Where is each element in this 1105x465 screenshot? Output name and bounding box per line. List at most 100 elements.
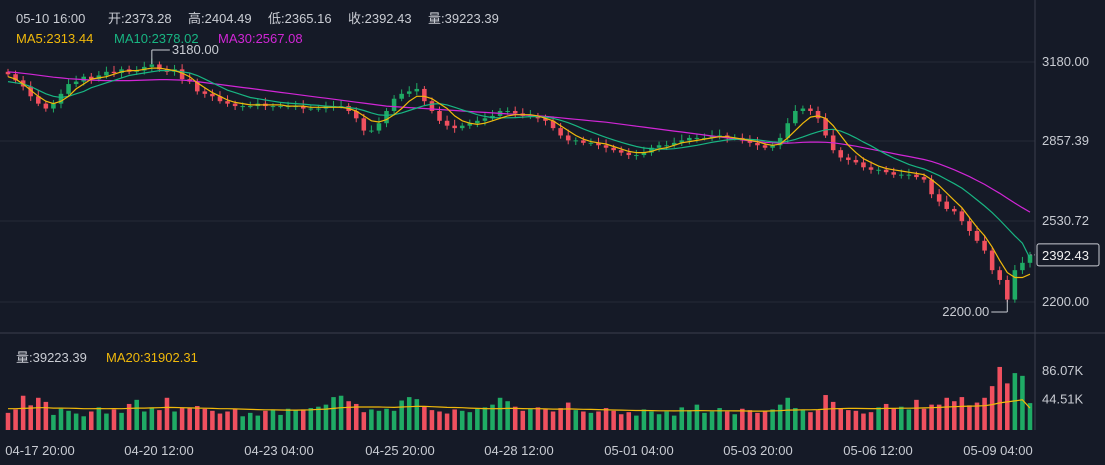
candle-body (808, 108, 813, 111)
volume-axis: 86.07K 44.51K (1042, 363, 1084, 406)
candle-body (429, 101, 435, 111)
candle-body (762, 145, 768, 148)
candle-body (308, 108, 314, 110)
candle-body (353, 110, 359, 119)
candle-body (634, 155, 639, 157)
candle-body (626, 152, 632, 156)
candle-body (899, 174, 904, 176)
volume-bar (543, 409, 548, 430)
candle-body (51, 103, 56, 109)
volume-bar (467, 412, 473, 430)
volume-bar (414, 399, 420, 430)
candle-body (452, 125, 457, 129)
volume-bar (838, 408, 844, 430)
volume-bar (876, 407, 881, 430)
candle-body (89, 76, 94, 80)
volume-bar (982, 397, 987, 430)
candle-body (399, 93, 404, 99)
volume-bar (770, 409, 775, 430)
candle-body (641, 152, 647, 156)
candle-body (475, 120, 480, 124)
volume-bar (830, 401, 836, 430)
volume-bar (626, 412, 632, 430)
volume-bar (846, 410, 851, 430)
candle-body (232, 103, 238, 107)
volume-bar (437, 411, 442, 430)
volume-bar (702, 412, 707, 430)
volume-bar (823, 395, 828, 430)
low-marker-label: 2200.00 (942, 304, 989, 319)
volume-bar (482, 407, 488, 430)
volume-bar (399, 400, 404, 430)
volume-bar (202, 408, 208, 430)
volume-bar (808, 412, 813, 430)
candle-body (618, 150, 624, 153)
volume-bar (240, 416, 245, 430)
candle-body (104, 71, 109, 76)
ohlc-header: 05-10 16:00 开:2373.28 高:2404.49 低:2365.1… (16, 11, 499, 26)
volume-bar (967, 405, 972, 430)
candle-body (543, 118, 548, 121)
candlestick-series (5, 58, 1033, 303)
candle-body (369, 130, 374, 132)
candle-body (755, 142, 760, 146)
ma-legend: MA5:2313.44 MA10:2378.02 MA30:2567.08 (16, 31, 303, 46)
header-low: 低:2365.16 (268, 11, 332, 26)
candle-body (36, 96, 41, 104)
time-tick-label: 05-03 20:00 (723, 443, 792, 458)
current-price-tag (1036, 243, 1100, 267)
candle-body (58, 93, 64, 104)
volume-bar (141, 411, 147, 430)
candle-body (512, 110, 518, 114)
candle-body (361, 118, 367, 131)
volume-bar (5, 412, 11, 430)
volume-bar (278, 414, 283, 430)
volume-bar (134, 399, 139, 430)
candle-body (505, 110, 510, 112)
volume-bar (929, 404, 934, 430)
volume-bar (89, 411, 94, 430)
candle-body (573, 140, 579, 142)
volume-bar (558, 408, 563, 430)
candle-body (1012, 270, 1018, 300)
candle-body (581, 140, 586, 143)
candle-body (558, 128, 563, 136)
candle-body (414, 88, 420, 92)
candle-body (891, 172, 897, 175)
volume-bar (899, 406, 904, 430)
volume-bar (944, 397, 949, 430)
ma30-line (7, 71, 1031, 213)
volume-bar (853, 410, 859, 430)
volume-bar (717, 408, 722, 430)
volume-bar (755, 412, 760, 430)
candle-body (861, 162, 866, 168)
price-tick-label: 2857.39 (1042, 133, 1089, 148)
candle-body (73, 81, 79, 85)
volume-bar (369, 409, 374, 430)
volume-bar (126, 403, 132, 430)
volume-bar (505, 401, 510, 430)
volume-bar (921, 408, 927, 430)
volume-bar (603, 408, 609, 430)
volume-bar (323, 404, 329, 430)
candle-body (838, 150, 844, 158)
time-tick-label: 05-09 04:00 (963, 443, 1032, 458)
high-marker-label: 3180.00 (172, 42, 219, 57)
volume-bar (747, 410, 753, 430)
candle-body (391, 98, 397, 111)
time-tick-label: 05-01 04:00 (604, 443, 673, 458)
candle-body (1020, 262, 1025, 271)
candle-body (603, 145, 609, 148)
volume-bar (247, 412, 253, 430)
volume-bar (225, 411, 230, 430)
volume-bar (581, 411, 586, 430)
candle-body (770, 145, 775, 148)
candle-body (43, 103, 49, 109)
volume-tick-label: 44.51K (1042, 391, 1084, 406)
volume-bar (777, 404, 783, 430)
volume-bar (959, 397, 965, 430)
volume-bar (187, 408, 192, 430)
candle-body (316, 108, 321, 110)
candle-body (664, 145, 669, 147)
